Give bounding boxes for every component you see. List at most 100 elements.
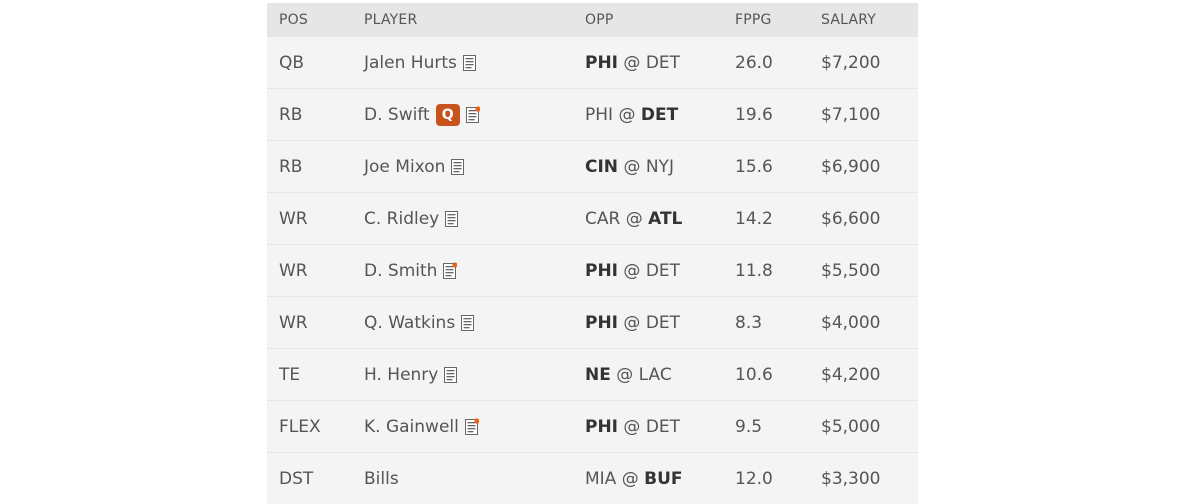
player-name[interactable]: H. Henry [364, 364, 439, 385]
at-symbol: @ [623, 52, 641, 73]
player-news-new-icon[interactable] [443, 262, 458, 279]
fppg-cell: 14.2 [735, 208, 773, 229]
header-fppg[interactable]: FPPG [735, 12, 772, 28]
away-team: PHI [585, 312, 619, 333]
player-name[interactable]: D. Swift [364, 104, 430, 125]
at-symbol: @ [616, 364, 634, 385]
position-cell: WR [279, 312, 308, 333]
at-symbol: @ [623, 416, 641, 437]
fppg-cell: 15.6 [735, 156, 773, 177]
table-row[interactable]: WR C. Ridley CAR @ ATL 14.2 $6,600 [267, 192, 918, 244]
player-cell: Jalen Hurts [352, 53, 575, 73]
away-team: PHI [585, 104, 614, 125]
player-news-icon[interactable] [445, 210, 459, 227]
home-team: ATL [648, 208, 683, 229]
away-team: PHI [585, 52, 619, 73]
header-player[interactable]: PLAYER [364, 12, 418, 28]
player-cell: Q. Watkins [352, 313, 575, 333]
matchup-cell: CAR @ ATL [575, 209, 729, 229]
player-news-icon[interactable] [451, 158, 465, 175]
player-name[interactable]: Q. Watkins [364, 312, 456, 333]
player-news-new-icon[interactable] [464, 418, 479, 435]
questionable-badge: Q [435, 103, 460, 126]
salary-cell: $7,100 [821, 104, 881, 125]
salary-cell: $6,900 [821, 156, 881, 177]
position-cell: QB [279, 52, 305, 73]
player-news-icon[interactable] [462, 54, 477, 71]
table-row[interactable]: TE H. Henry NE @ LAC 10.6 $4,200 [267, 348, 918, 400]
matchup-cell: PHI @ DET [575, 53, 729, 73]
matchup-cell: CIN @ NYJ [575, 157, 729, 177]
position-cell: TE [279, 364, 301, 385]
away-team: MIA [585, 468, 617, 489]
position-cell: WR [279, 260, 308, 281]
matchup-cell: MIA @ BUF [575, 469, 729, 489]
player-name[interactable]: Jalen Hurts [364, 52, 457, 73]
player-cell: K. Gainwell [352, 417, 575, 437]
position-cell: RB [279, 156, 303, 177]
matchup-cell: PHI @ DET [575, 261, 729, 281]
fppg-cell: 8.3 [735, 312, 763, 333]
salary-cell: $5,500 [821, 260, 881, 281]
fppg-cell: 12.0 [735, 468, 773, 489]
header-pos[interactable]: POS [279, 12, 308, 28]
player-cell: D. Smith [352, 261, 575, 281]
fppg-cell: 10.6 [735, 364, 773, 385]
player-cell: Joe Mixon [352, 157, 575, 177]
player-news-icon[interactable] [444, 366, 458, 383]
player-cell: H. Henry [352, 365, 575, 385]
salary-cell: $4,000 [821, 312, 881, 333]
table-row[interactable]: WR D. Smith PHI @ DET 11.8 $5,500 [267, 244, 918, 296]
home-team: LAC [638, 364, 672, 385]
header-opp[interactable]: OPP [585, 12, 614, 28]
player-name[interactable]: D. Smith [364, 260, 438, 281]
salary-cell: $3,300 [821, 468, 881, 489]
salary-cell: $6,600 [821, 208, 881, 229]
salary-cell: $5,000 [821, 416, 881, 437]
table-row[interactable]: WR Q. Watkins PHI @ DET 8.3 $4,000 [267, 296, 918, 348]
position-cell: WR [279, 208, 308, 229]
player-name[interactable]: K. Gainwell [364, 416, 459, 437]
at-symbol: @ [618, 104, 636, 125]
matchup-cell: PHI @ DET [575, 105, 729, 125]
salary-cell: $4,200 [821, 364, 881, 385]
table-row[interactable]: QB Jalen Hurts PHI @ DET 26.0 $7,200 [267, 37, 918, 88]
player-name[interactable]: Joe Mixon [364, 156, 446, 177]
table-row[interactable]: DST Bills MIA @ BUF 12.0 $3,300 [267, 452, 918, 504]
salary-cell: $7,200 [821, 52, 881, 73]
player-name[interactable]: C. Ridley [364, 208, 440, 229]
at-symbol: @ [625, 208, 643, 229]
position-cell: RB [279, 104, 303, 125]
player-news-icon[interactable] [461, 314, 475, 331]
fppg-cell: 9.5 [735, 416, 763, 437]
player-cell: D. Swift Q [352, 103, 575, 126]
player-name[interactable]: Bills [364, 468, 399, 489]
home-team: BUF [644, 468, 683, 489]
fppg-cell: 19.6 [735, 104, 773, 125]
matchup-cell: NE @ LAC [575, 365, 729, 385]
table-row[interactable]: FLEX K. Gainwell PHI @ DET 9.5 $5,000 [267, 400, 918, 452]
matchup-cell: PHI @ DET [575, 313, 729, 333]
header-salary[interactable]: SALARY [821, 12, 877, 28]
table-body: QB Jalen Hurts PHI @ DET 26.0 $7,200 RB D. Swi… [267, 37, 918, 504]
at-symbol: @ [623, 260, 641, 281]
away-team: CIN [585, 156, 619, 177]
player-cell: C. Ridley [352, 209, 575, 229]
at-symbol: @ [623, 312, 641, 333]
home-team: DET [645, 260, 681, 281]
away-team: PHI [585, 416, 619, 437]
player-news-new-icon[interactable] [465, 106, 480, 123]
away-team: PHI [585, 260, 619, 281]
position-cell: DST [279, 468, 314, 489]
away-team: CAR [585, 208, 621, 229]
away-team: NE [585, 364, 611, 385]
home-team: DET [645, 416, 681, 437]
lineup-table: POS PLAYER OPP FPPG SALARY QB Jalen Hurts… [267, 3, 918, 504]
table-header: POS PLAYER OPP FPPG SALARY [267, 3, 918, 37]
matchup-cell: PHI @ DET [575, 417, 729, 437]
at-symbol: @ [621, 468, 639, 489]
table-row[interactable]: RB Joe Mixon CIN @ NYJ 15.6 $6,900 [267, 140, 918, 192]
table-row[interactable]: RB D. Swift Q PHI @ DET 19.6 $7,100 [267, 88, 918, 140]
fppg-cell: 26.0 [735, 52, 773, 73]
home-team: DET [645, 52, 681, 73]
